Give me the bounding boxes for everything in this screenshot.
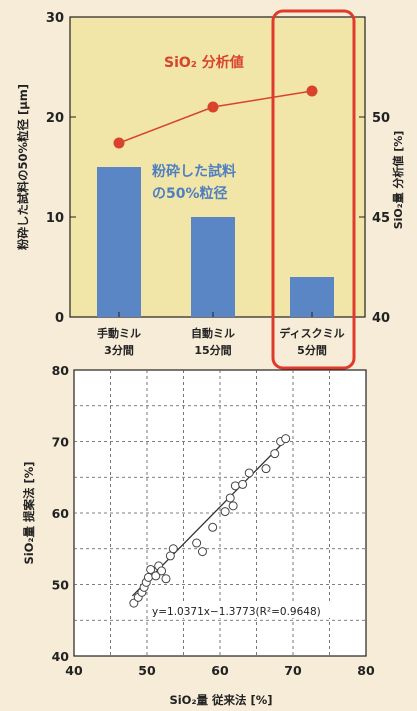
scatter-x-tick-0: 40 <box>65 663 83 678</box>
scatter-point-15 <box>208 522 218 532</box>
right-axis-title: SiO₂量 分析値 [%] <box>391 131 405 230</box>
category-label-1-line2: 15分間 <box>194 343 231 357</box>
scatter-point-19 <box>230 481 240 491</box>
bar-series-label-line1: 粉砕した試料 <box>152 163 236 180</box>
scatter-x-tick-4: 80 <box>357 663 375 678</box>
scatter-point-21 <box>244 468 254 478</box>
scatter-point-10 <box>161 574 171 584</box>
scatter-point-13 <box>192 538 202 548</box>
left-tick-label-2: 20 <box>46 111 64 126</box>
category-label-2-line2: 5分間 <box>297 343 327 357</box>
bar-0 <box>97 167 141 317</box>
scatter-x-tick-2: 60 <box>211 663 229 678</box>
scatter-y-tick-4: 80 <box>52 363 70 378</box>
category-label-1-line1: 自動ミル <box>191 326 235 340</box>
left-tick-label-3: 30 <box>46 11 64 26</box>
scatter-point-18 <box>228 501 238 511</box>
scatter-point-17 <box>225 493 235 503</box>
scatter-point-9 <box>157 566 167 576</box>
scatter-y-tick-2: 60 <box>52 506 70 521</box>
left-tick-label-1: 10 <box>46 211 64 226</box>
scatter-point-20 <box>238 479 248 489</box>
scatter-point-23 <box>270 449 280 459</box>
scatter-y-tick-1: 50 <box>52 578 70 593</box>
scatter-y-tick-3: 70 <box>52 435 70 450</box>
equation-label: y=1.0371x−1.3773(R²=0.9648) <box>152 606 321 618</box>
category-label-0-line2: 3分間 <box>104 343 134 357</box>
scatter-x-tick-3: 70 <box>284 663 302 678</box>
right-tick-label-0: 40 <box>372 311 390 326</box>
scatter-point-25 <box>281 434 291 444</box>
category-label-0-line1: 手動ミル <box>97 326 141 340</box>
scatter-point-5 <box>143 572 153 582</box>
bar-series-label-line2: の50%粒径 <box>152 185 228 202</box>
scatter-point-12 <box>168 544 178 554</box>
line-series-label: SiO₂ 分析値 <box>164 54 244 71</box>
equation-bg <box>150 603 348 618</box>
scatter-point-7 <box>151 571 161 581</box>
scatter-point-14 <box>197 547 207 557</box>
scatter-x-axis-title: SiO₂量 従来法 [%] <box>169 693 272 707</box>
left-axis-title: 粉砕した試料の50%粒径 [μm] <box>16 84 30 250</box>
line-point-2 <box>306 85 318 97</box>
bar-2 <box>290 277 334 317</box>
highlight-box <box>271 9 356 370</box>
line-point-0 <box>113 137 125 149</box>
scatter-point-6 <box>146 564 156 574</box>
left-tick-label-0: 0 <box>55 311 64 326</box>
scatter-y-tick-0: 40 <box>52 649 70 664</box>
right-tick-label-2: 50 <box>372 111 390 126</box>
category-label-2-line1: ディスクミル <box>279 326 344 340</box>
bar-1 <box>191 217 235 317</box>
right-tick-label-1: 45 <box>372 211 390 226</box>
scatter-y-axis-title: SiO₂量 提案法 [%] <box>22 461 36 564</box>
scatter-point-22 <box>261 464 271 474</box>
scatter-point-16 <box>220 507 230 517</box>
scatter-x-tick-1: 50 <box>138 663 156 678</box>
line-point-1 <box>207 101 219 113</box>
